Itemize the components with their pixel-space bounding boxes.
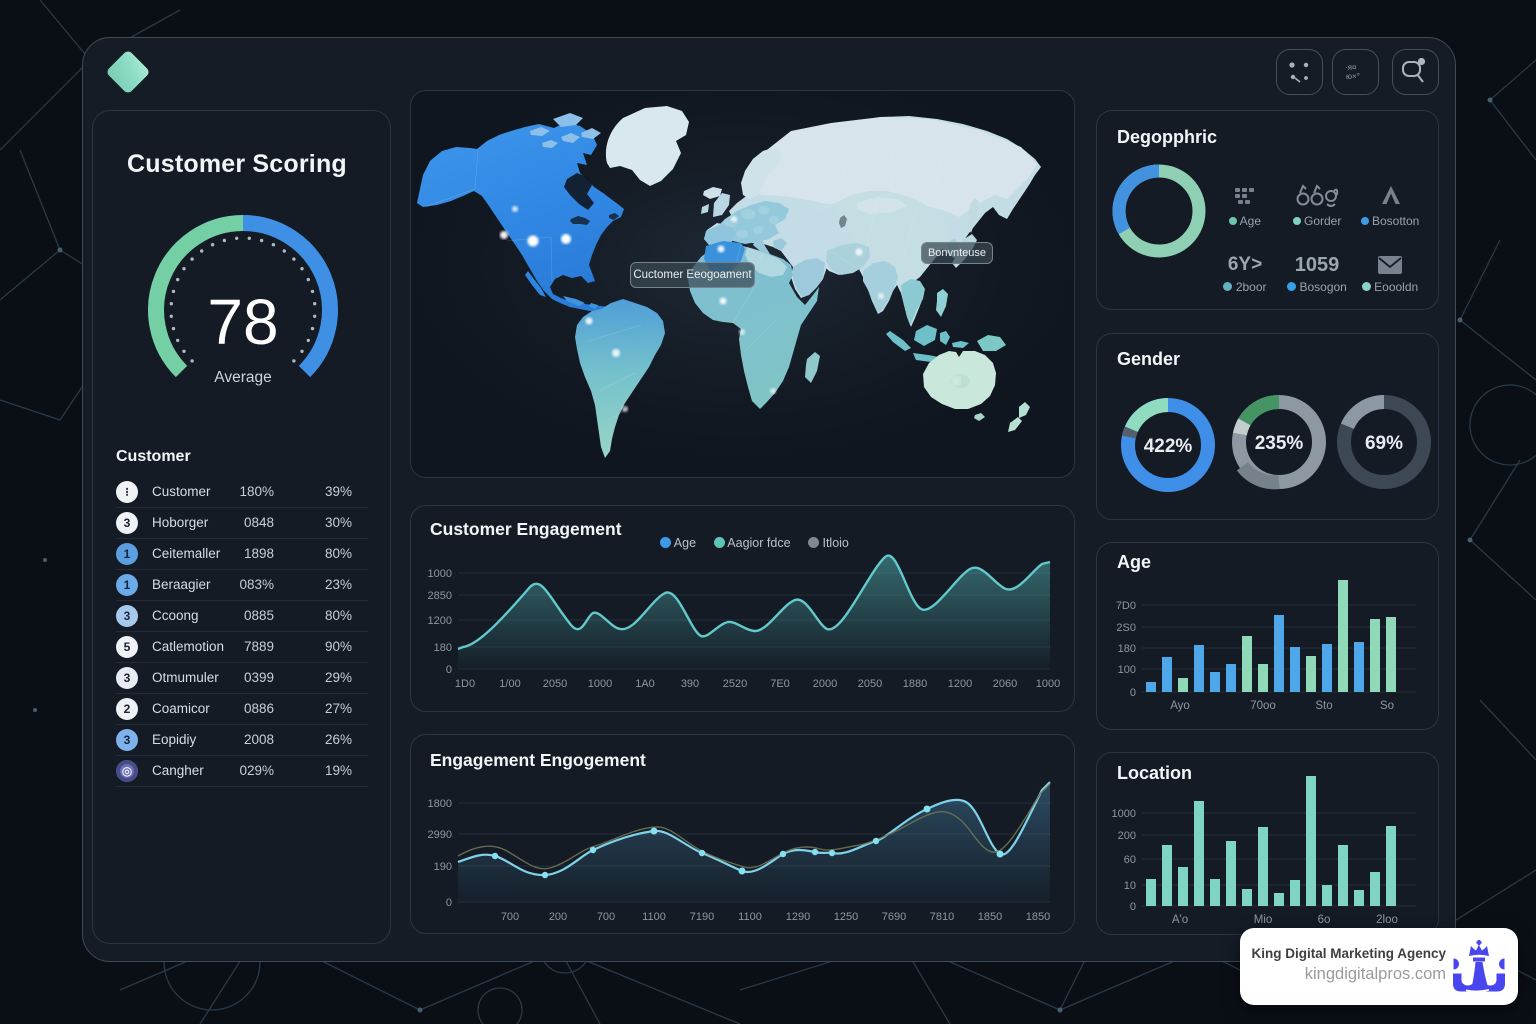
svg-text:100: 100 [1118, 664, 1136, 676]
svg-text:Average: Average [214, 369, 271, 386]
svg-text:10: 10 [1124, 880, 1136, 892]
svg-text:2060: 2060 [993, 678, 1017, 690]
svg-text:60: 60 [1124, 854, 1136, 866]
svg-text:Sto: Sto [1315, 700, 1332, 712]
svg-text:A'o: A'o [1172, 914, 1188, 926]
svg-text:0: 0 [446, 664, 452, 676]
svg-text:2050: 2050 [543, 678, 567, 690]
svg-text:190: 190 [434, 861, 452, 873]
svg-text:7190: 7190 [690, 911, 714, 923]
svg-text:70oo: 70oo [1250, 700, 1276, 712]
svg-text:2990: 2990 [428, 829, 452, 841]
svg-text:390: 390 [681, 678, 699, 690]
svg-text:ю×°: ю×° [1346, 72, 1360, 81]
svg-text:0: 0 [1130, 687, 1136, 699]
svg-text:200: 200 [549, 911, 567, 923]
svg-text:180: 180 [434, 642, 452, 654]
svg-text:6o: 6o [1318, 914, 1331, 926]
svg-text:1850: 1850 [1026, 911, 1050, 923]
svg-text:1200: 1200 [948, 678, 972, 690]
svg-text:1000: 1000 [428, 568, 452, 580]
svg-text:7810: 7810 [930, 911, 954, 923]
svg-text:1000: 1000 [588, 678, 612, 690]
svg-text:7D0: 7D0 [1116, 600, 1136, 612]
svg-text:2S0: 2S0 [1116, 622, 1136, 634]
svg-text:0: 0 [446, 897, 452, 909]
svg-text:1850: 1850 [978, 911, 1002, 923]
svg-text:235%: 235% [1255, 433, 1304, 454]
svg-text:700: 700 [597, 911, 615, 923]
svg-text:·я¤: ·я¤ [1345, 63, 1357, 72]
svg-text:1100: 1100 [738, 911, 762, 923]
svg-text:0: 0 [1130, 901, 1136, 913]
svg-text:78: 78 [207, 286, 278, 358]
svg-text:So: So [1380, 700, 1394, 712]
svg-text:69%: 69% [1365, 433, 1403, 454]
svg-text:1000: 1000 [1112, 808, 1136, 820]
svg-text:422%: 422% [1144, 436, 1193, 457]
svg-text:700: 700 [501, 911, 519, 923]
svg-text:1100: 1100 [642, 911, 666, 923]
svg-text:1800: 1800 [428, 798, 452, 810]
svg-text:2520: 2520 [723, 678, 747, 690]
svg-text:Ayo: Ayo [1170, 700, 1190, 712]
svg-text:Mio: Mio [1254, 914, 1273, 926]
svg-text:7E0: 7E0 [770, 678, 790, 690]
svg-text:1/00: 1/00 [499, 678, 520, 690]
svg-text:1A0: 1A0 [635, 678, 655, 690]
svg-text:1290: 1290 [786, 911, 810, 923]
svg-text:180: 180 [1118, 643, 1136, 655]
svg-text:2loo: 2loo [1376, 914, 1398, 926]
svg-text:2050: 2050 [858, 678, 882, 690]
svg-text:1880: 1880 [903, 678, 927, 690]
svg-text:1250: 1250 [834, 911, 858, 923]
svg-text:200: 200 [1118, 830, 1136, 842]
svg-text:2000: 2000 [813, 678, 837, 690]
svg-text:7690: 7690 [882, 911, 906, 923]
svg-text:1200: 1200 [428, 615, 452, 627]
svg-text:2850: 2850 [428, 590, 452, 602]
svg-text:1000: 1000 [1036, 678, 1060, 690]
svg-text:1D0: 1D0 [455, 678, 475, 690]
